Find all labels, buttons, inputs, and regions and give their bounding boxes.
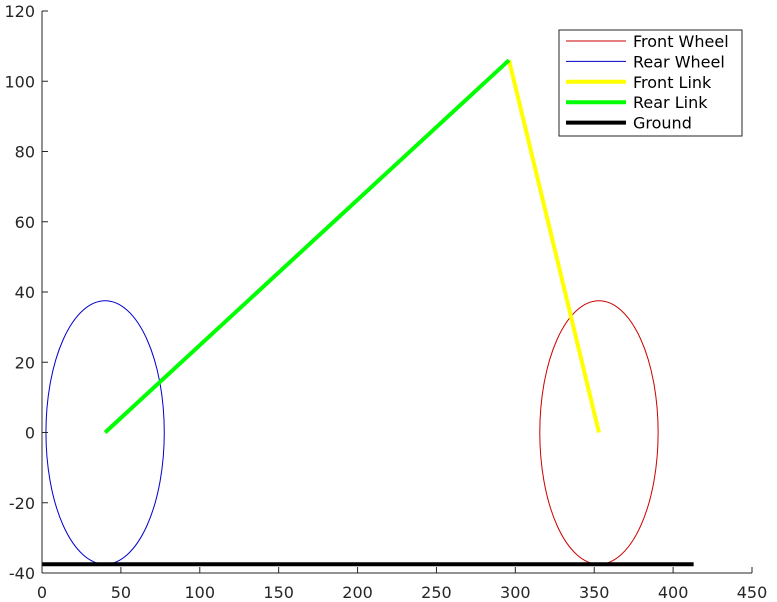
front-link-line xyxy=(507,59,601,433)
y-tick-label: 120 xyxy=(4,2,35,21)
y-ticks: -40 -20 0 20 40 60 80 100 120 xyxy=(4,2,48,583)
x-tick-label: 450 xyxy=(737,583,768,602)
y-tick-label: 20 xyxy=(15,353,35,372)
x-tick-label: 250 xyxy=(421,583,452,602)
legend-label-ground: Ground xyxy=(633,114,692,133)
legend-label-rear-wheel: Rear Wheel xyxy=(633,52,725,71)
x-tick-label: 50 xyxy=(111,583,131,602)
x-tick-label: 150 xyxy=(263,583,294,602)
plot-marks xyxy=(42,58,694,567)
y-tick-label: 40 xyxy=(15,283,35,302)
x-tick-label: 400 xyxy=(658,583,689,602)
y-tick-label: -20 xyxy=(9,494,35,513)
x-tick-label: 350 xyxy=(579,583,610,602)
x-tick-label: 300 xyxy=(500,583,531,602)
x-tick-label: 0 xyxy=(37,583,47,602)
y-tick-label: 100 xyxy=(4,72,35,91)
rear-link-line xyxy=(103,58,511,434)
legend-label-front-wheel: Front Wheel xyxy=(633,32,729,51)
y-tick-label: -40 xyxy=(9,564,35,583)
x-ticks: 0 50 100 150 200 250 300 350 400 450 xyxy=(37,567,767,602)
x-tick-label: 100 xyxy=(185,583,216,602)
y-tick-label: 80 xyxy=(15,143,35,162)
y-tick-label: 60 xyxy=(15,213,35,232)
legend-label-front-link: Front Link xyxy=(633,73,712,92)
y-tick-label: 0 xyxy=(25,424,35,443)
x-tick-label: 200 xyxy=(342,583,373,602)
legend-label-rear-link: Rear Link xyxy=(633,93,708,112)
